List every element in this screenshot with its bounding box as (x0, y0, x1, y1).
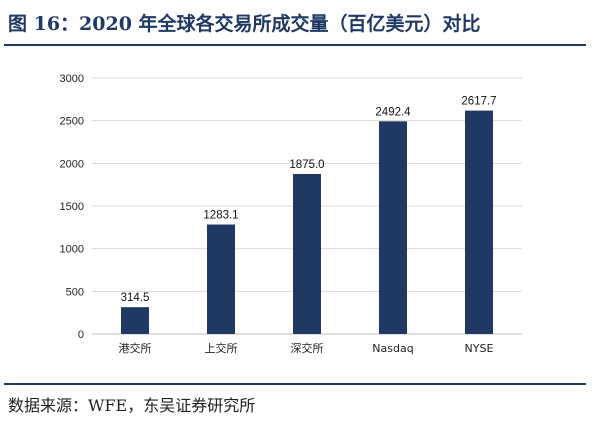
x-category-label: 深交所 (291, 341, 324, 355)
y-tick-label: 1500 (60, 201, 84, 213)
figure-title: 图 16：2020 年全球各交易所成交量（百亿美元）对比 (8, 13, 481, 35)
y-axis-ticks: 0 500 1000 1500 2000 2500 3000 (60, 73, 84, 341)
bar-value-label: 2492.4 (375, 106, 411, 118)
source-note: 数据来源：WFE，东吴证券研究所 (8, 396, 256, 415)
bar (379, 121, 407, 334)
y-tick-label: 3000 (60, 73, 84, 85)
bars (121, 110, 493, 335)
bar (121, 307, 149, 334)
y-tick-label: 2500 (60, 116, 84, 128)
x-axis-categories: 港交所 上交所 深交所 Nasdaq NYSE (119, 341, 494, 355)
gridlines (92, 77, 522, 335)
y-tick-label: 500 (66, 286, 84, 298)
x-category-label: 上交所 (205, 341, 238, 355)
bar-value-label: 1283.1 (203, 210, 238, 222)
bar-value-label: 1875.0 (289, 159, 324, 171)
bar (465, 110, 493, 335)
bar (293, 174, 321, 334)
y-tick-label: 2000 (60, 158, 84, 170)
y-tick-label: 1000 (60, 244, 84, 256)
bar-value-label: 314.5 (121, 292, 150, 304)
source-divider (4, 383, 586, 385)
value-labels: 314.5 1283.1 1875.0 2492.4 2617.7 (121, 96, 497, 305)
bar (207, 224, 235, 334)
x-category-label: Nasdaq (372, 342, 413, 355)
x-category-label: 港交所 (119, 341, 152, 355)
x-category-label: NYSE (465, 342, 494, 355)
bar-chart: 0 500 1000 1500 2000 2500 3000 314.5 1283.1 1875… (60, 73, 522, 355)
title-underline (4, 44, 586, 46)
bar-value-label: 2617.7 (461, 96, 496, 108)
y-tick-label: 0 (78, 329, 84, 341)
